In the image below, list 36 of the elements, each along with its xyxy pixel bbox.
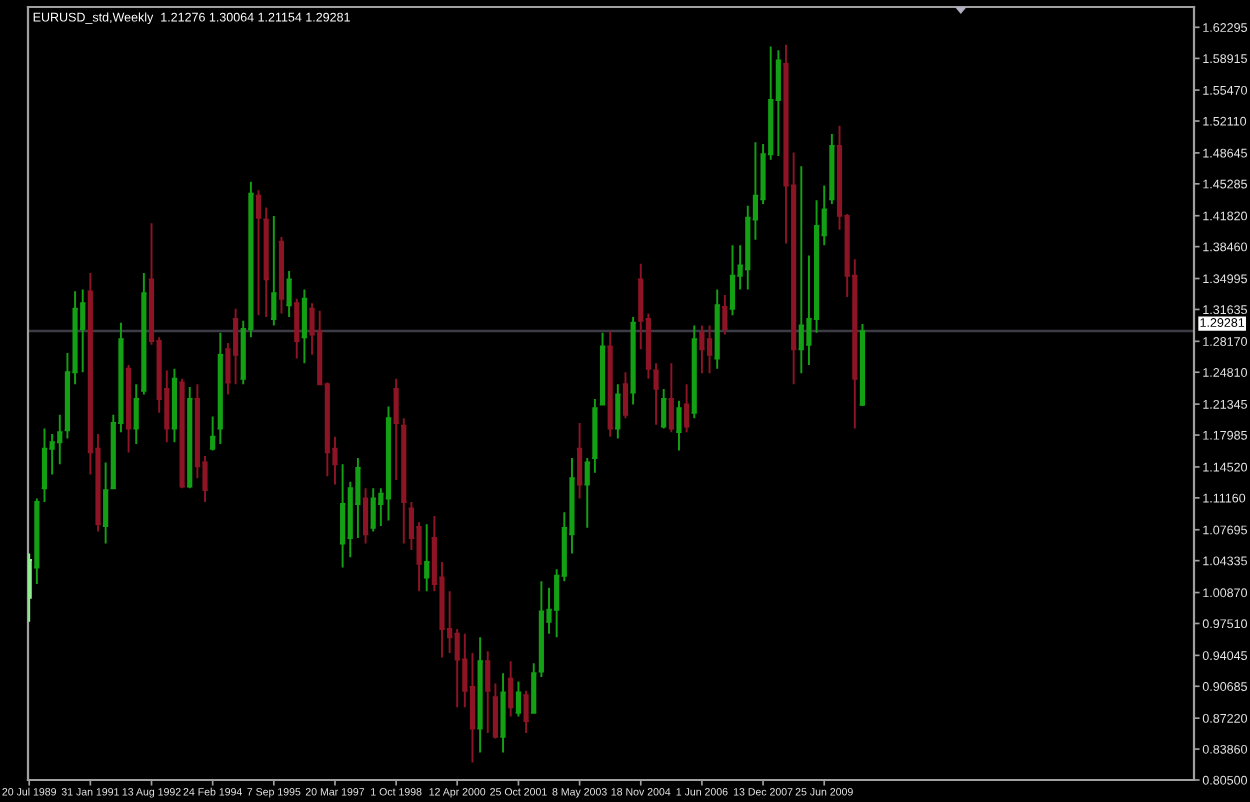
candlestick — [499, 672, 507, 754]
candlestick — [369, 487, 377, 533]
candlestick — [231, 307, 240, 386]
candlestick — [285, 270, 293, 319]
candlestick — [292, 297, 301, 360]
candlestick — [621, 371, 630, 420]
candlestick — [338, 463, 347, 569]
candlestick — [682, 383, 691, 434]
candlestick — [506, 660, 515, 718]
candlestick — [216, 331, 225, 446]
candlestick — [713, 288, 721, 370]
candlestick — [483, 650, 492, 735]
candlestick — [797, 165, 806, 375]
candlestick — [254, 189, 263, 317]
candlestick — [476, 636, 484, 754]
candlestick — [270, 214, 278, 327]
candlestick — [675, 399, 683, 452]
candlestick — [774, 49, 783, 158]
candlestick — [392, 377, 400, 481]
candlestick — [300, 288, 309, 365]
candlestick — [522, 689, 530, 735]
candlestick — [721, 294, 729, 336]
candlestick — [575, 421, 584, 500]
candlestick — [698, 324, 706, 375]
candlestick — [400, 417, 408, 545]
candlestick — [652, 362, 660, 426]
candlestick — [614, 383, 622, 440]
candlestick — [591, 398, 599, 474]
candlestick — [208, 415, 217, 452]
candlestick — [705, 324, 714, 375]
candlestick — [583, 456, 592, 529]
candlestick — [514, 680, 523, 718]
candlestick — [422, 523, 431, 593]
candlestick — [361, 487, 370, 545]
candlestick — [132, 383, 140, 446]
candlestick — [667, 362, 676, 434]
